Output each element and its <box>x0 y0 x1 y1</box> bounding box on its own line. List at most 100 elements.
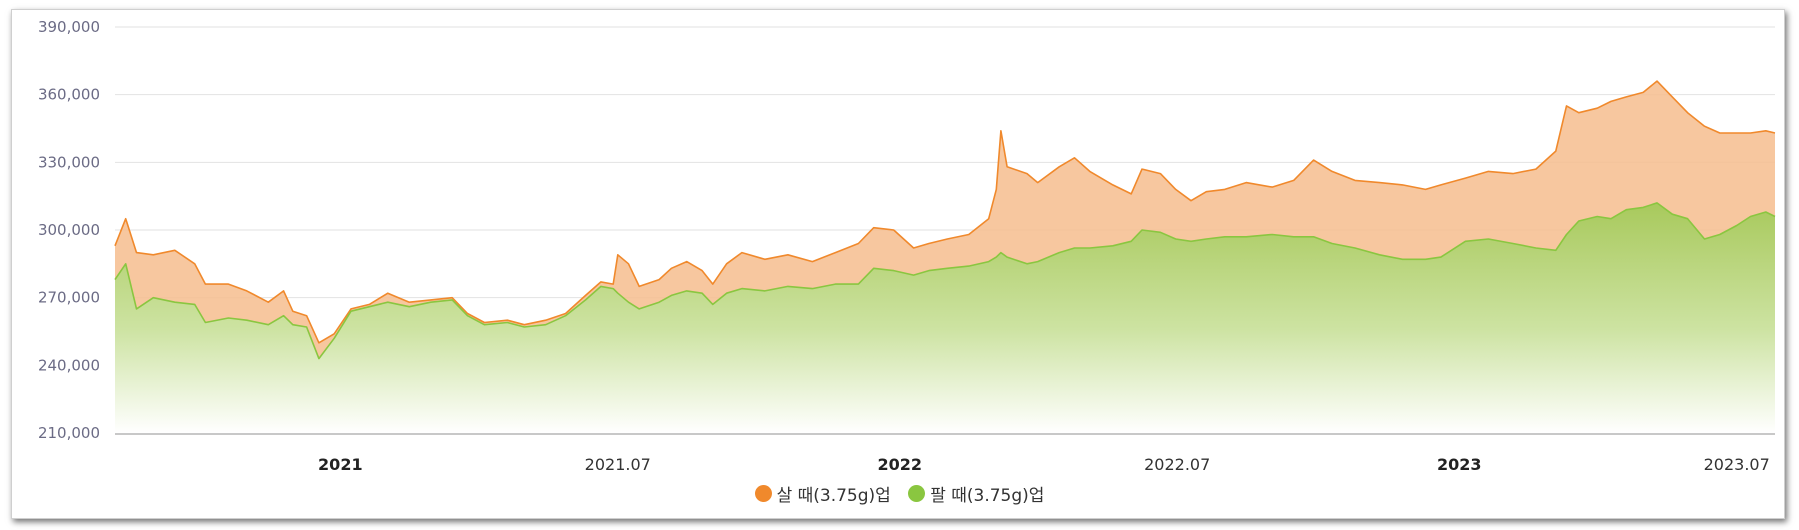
data-point-buy <box>988 218 990 220</box>
data-point-sell <box>1331 243 1333 245</box>
data-point-sell <box>787 286 789 288</box>
data-point-buy <box>1141 168 1143 170</box>
data-point-buy <box>1765 130 1767 132</box>
data-point-buy <box>1687 112 1689 114</box>
data-point-buy <box>114 245 116 247</box>
legend-item-sell[interactable]: 팔 때(3.75g)업 <box>908 481 1044 506</box>
data-point-sell <box>701 292 703 294</box>
data-point-buy <box>873 227 875 229</box>
data-point-buy <box>1750 132 1752 134</box>
y-axis: 390,000 360,000 330,000 300,000 270,000 240,0… <box>38 18 100 442</box>
series-line-buy <box>114 80 1776 344</box>
data-point-buy <box>1719 132 1721 134</box>
data-point-buy <box>968 234 970 236</box>
data-point-sell <box>1074 247 1076 249</box>
data-point-buy <box>1512 173 1514 175</box>
data-point-buy <box>283 290 285 292</box>
data-point-sell <box>658 301 660 303</box>
x-tick-label: 2023.07 <box>1704 455 1770 474</box>
data-point-sell <box>153 297 155 299</box>
data-point-sell <box>205 322 207 324</box>
data-point-sell <box>318 358 320 360</box>
data-point-sell <box>333 337 335 339</box>
data-point-sell <box>136 308 138 310</box>
data-point-buy <box>1566 105 1568 107</box>
data-point-sell <box>741 288 743 290</box>
data-point-buy <box>1175 189 1177 191</box>
data-point-sell <box>1765 211 1767 213</box>
data-point-sell <box>1465 240 1467 242</box>
data-point-buy <box>1206 191 1208 193</box>
data-point-sell <box>1058 252 1060 254</box>
data-point-buy <box>764 259 766 261</box>
data-point-buy <box>136 252 138 254</box>
data-point-sell <box>1313 236 1315 238</box>
data-point-sell <box>764 290 766 292</box>
data-point-sell <box>946 268 948 270</box>
data-point-sell <box>467 315 469 317</box>
data-point-sell <box>174 301 176 303</box>
data-point-sell <box>1245 236 1247 238</box>
data-point-buy <box>1672 96 1674 98</box>
data-point-buy <box>205 283 207 285</box>
data-point-buy <box>1026 173 1028 175</box>
data-point-sell <box>1440 256 1442 258</box>
data-point-buy <box>1313 159 1315 161</box>
x-tick-label: 2023 <box>1437 455 1482 474</box>
data-point-sell <box>873 268 875 270</box>
data-point-buy <box>787 254 789 256</box>
data-point-sell <box>712 304 714 306</box>
data-point-sell <box>968 265 970 267</box>
data-point-sell <box>1206 238 1208 240</box>
plot-area <box>114 80 1776 433</box>
data-point-sell <box>507 322 509 324</box>
data-point-sell <box>1488 238 1490 240</box>
data-point-buy <box>1555 150 1557 152</box>
data-point-sell <box>484 324 486 326</box>
data-point-sell <box>246 319 248 321</box>
data-point-buy <box>671 268 673 270</box>
data-point-sell <box>1719 234 1721 236</box>
data-point-sell <box>1672 213 1674 215</box>
data-point-buy <box>1245 182 1247 184</box>
data-point-buy <box>1736 132 1738 134</box>
data-point-sell <box>1160 231 1162 233</box>
data-point-buy <box>928 243 930 245</box>
data-point-sell <box>1610 218 1612 220</box>
data-point-buy <box>1000 130 1002 132</box>
data-point-buy <box>1610 101 1612 103</box>
y-tick-label: 210,000 <box>38 424 100 442</box>
legend-sell-label: 팔 때(3.75g)업 <box>930 486 1045 506</box>
y-tick-label: 300,000 <box>38 221 100 239</box>
legend: 살 때(3.75g)업 팔 때(3.75g)업 <box>0 481 1799 507</box>
data-point-buy <box>585 295 587 297</box>
buy-band-fill <box>115 81 1775 359</box>
data-point-buy <box>600 281 602 283</box>
x-tick-label: 2021 <box>318 455 363 474</box>
data-point-sell <box>267 324 269 326</box>
data-point-buy <box>1224 189 1226 191</box>
data-point-sell <box>114 279 116 281</box>
data-point-buy <box>628 263 630 265</box>
data-point-buy <box>153 254 155 256</box>
y-tick-label: 390,000 <box>38 18 100 36</box>
data-point-buy <box>1774 132 1776 134</box>
data-point-buy <box>174 250 176 252</box>
data-point-sell <box>1642 207 1644 209</box>
data-point-sell <box>858 283 860 285</box>
data-point-sell <box>292 324 294 326</box>
data-point-buy <box>1578 112 1580 114</box>
data-point-buy <box>1293 180 1295 182</box>
data-point-buy <box>612 283 614 285</box>
data-point-buy <box>812 261 814 263</box>
legend-item-buy[interactable]: 살 때(3.75g)업 <box>754 481 891 506</box>
data-point-buy <box>617 254 619 256</box>
data-point-sell <box>893 270 895 272</box>
data-point-buy <box>1271 186 1273 188</box>
x-tick-label: 2021.07 <box>585 455 651 474</box>
data-point-buy <box>638 286 640 288</box>
data-point-sell <box>1704 238 1706 240</box>
data-point-sell <box>996 256 998 258</box>
data-point-sell <box>1271 234 1273 236</box>
